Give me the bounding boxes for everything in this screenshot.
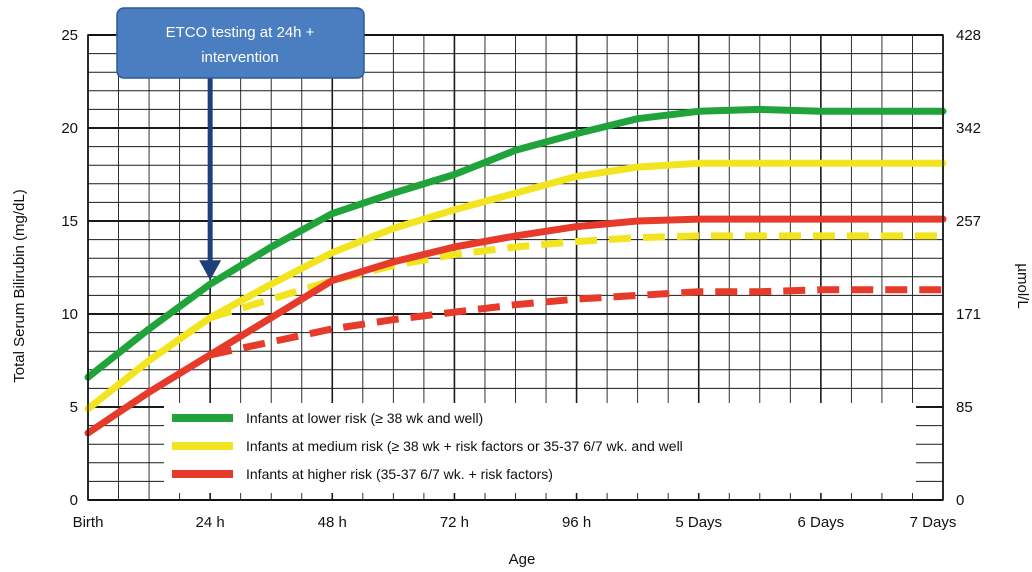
series-line-3	[84, 215, 947, 437]
plot-border	[87, 34, 944, 501]
x-tick-label: 6 Days	[798, 514, 845, 531]
y-tick-label: 25	[61, 27, 78, 44]
y-right-tick-label: 428	[956, 27, 981, 44]
y-right-tick-label: 0	[956, 492, 964, 509]
y-axis-title: Total Serum Bilirubin (mg/dL)	[11, 189, 28, 382]
y-tick-label: 5	[70, 399, 78, 416]
series-line-5-dashed	[209, 286, 943, 359]
x-tick-label: 24 h	[196, 514, 225, 531]
legend-background	[164, 403, 916, 493]
y-tick-label: 15	[61, 213, 78, 230]
callout-box	[116, 7, 365, 79]
x-tick-label: Birth	[73, 514, 104, 531]
y-tick-label: 20	[61, 120, 78, 137]
callout-arrowhead	[199, 260, 222, 281]
x-tick-label: 7 Days	[910, 514, 957, 531]
legend-label: Infants at lower risk (≥ 38 wk and well)	[246, 410, 483, 426]
y-axis-right-title: µmol/L	[1014, 263, 1031, 308]
y-right-tick-label: 85	[956, 399, 973, 416]
x-axis-title: Age	[509, 551, 536, 568]
y-tick-label: 0	[70, 492, 78, 509]
series-line-4-dashed	[209, 232, 943, 322]
series-layer	[84, 105, 947, 437]
annotation-callout: ETCO testing at 24h + intervention	[116, 7, 365, 281]
legend-label: Infants at higher risk (35-37 6/7 wk. + …	[246, 466, 553, 482]
series-line-1	[84, 105, 947, 381]
callout-line-1: ETCO testing at 24h +	[166, 24, 315, 41]
x-tick-label: 96 h	[562, 514, 591, 531]
x-tick-label: 48 h	[318, 514, 347, 531]
axes-layer: 0 5 10 15 20 25 0 85 171 257 342 428 Birth 24 h 48 h 72…	[61, 27, 981, 531]
legend: Infants at lower risk (≥ 38 wk and well)…	[164, 403, 916, 493]
y-right-tick-label: 342	[956, 120, 981, 137]
series-line-2	[84, 159, 947, 413]
callout-line-2: intervention	[201, 49, 279, 66]
legend-label: Infants at medium risk (≥ 38 wk + risk f…	[246, 438, 683, 454]
x-tick-label: 5 Days	[675, 514, 722, 531]
y-right-tick-label: 171	[956, 306, 981, 323]
y-tick-label: 10	[61, 306, 78, 323]
x-tick-label: 72 h	[440, 514, 469, 531]
y-right-tick-label: 257	[956, 213, 981, 230]
